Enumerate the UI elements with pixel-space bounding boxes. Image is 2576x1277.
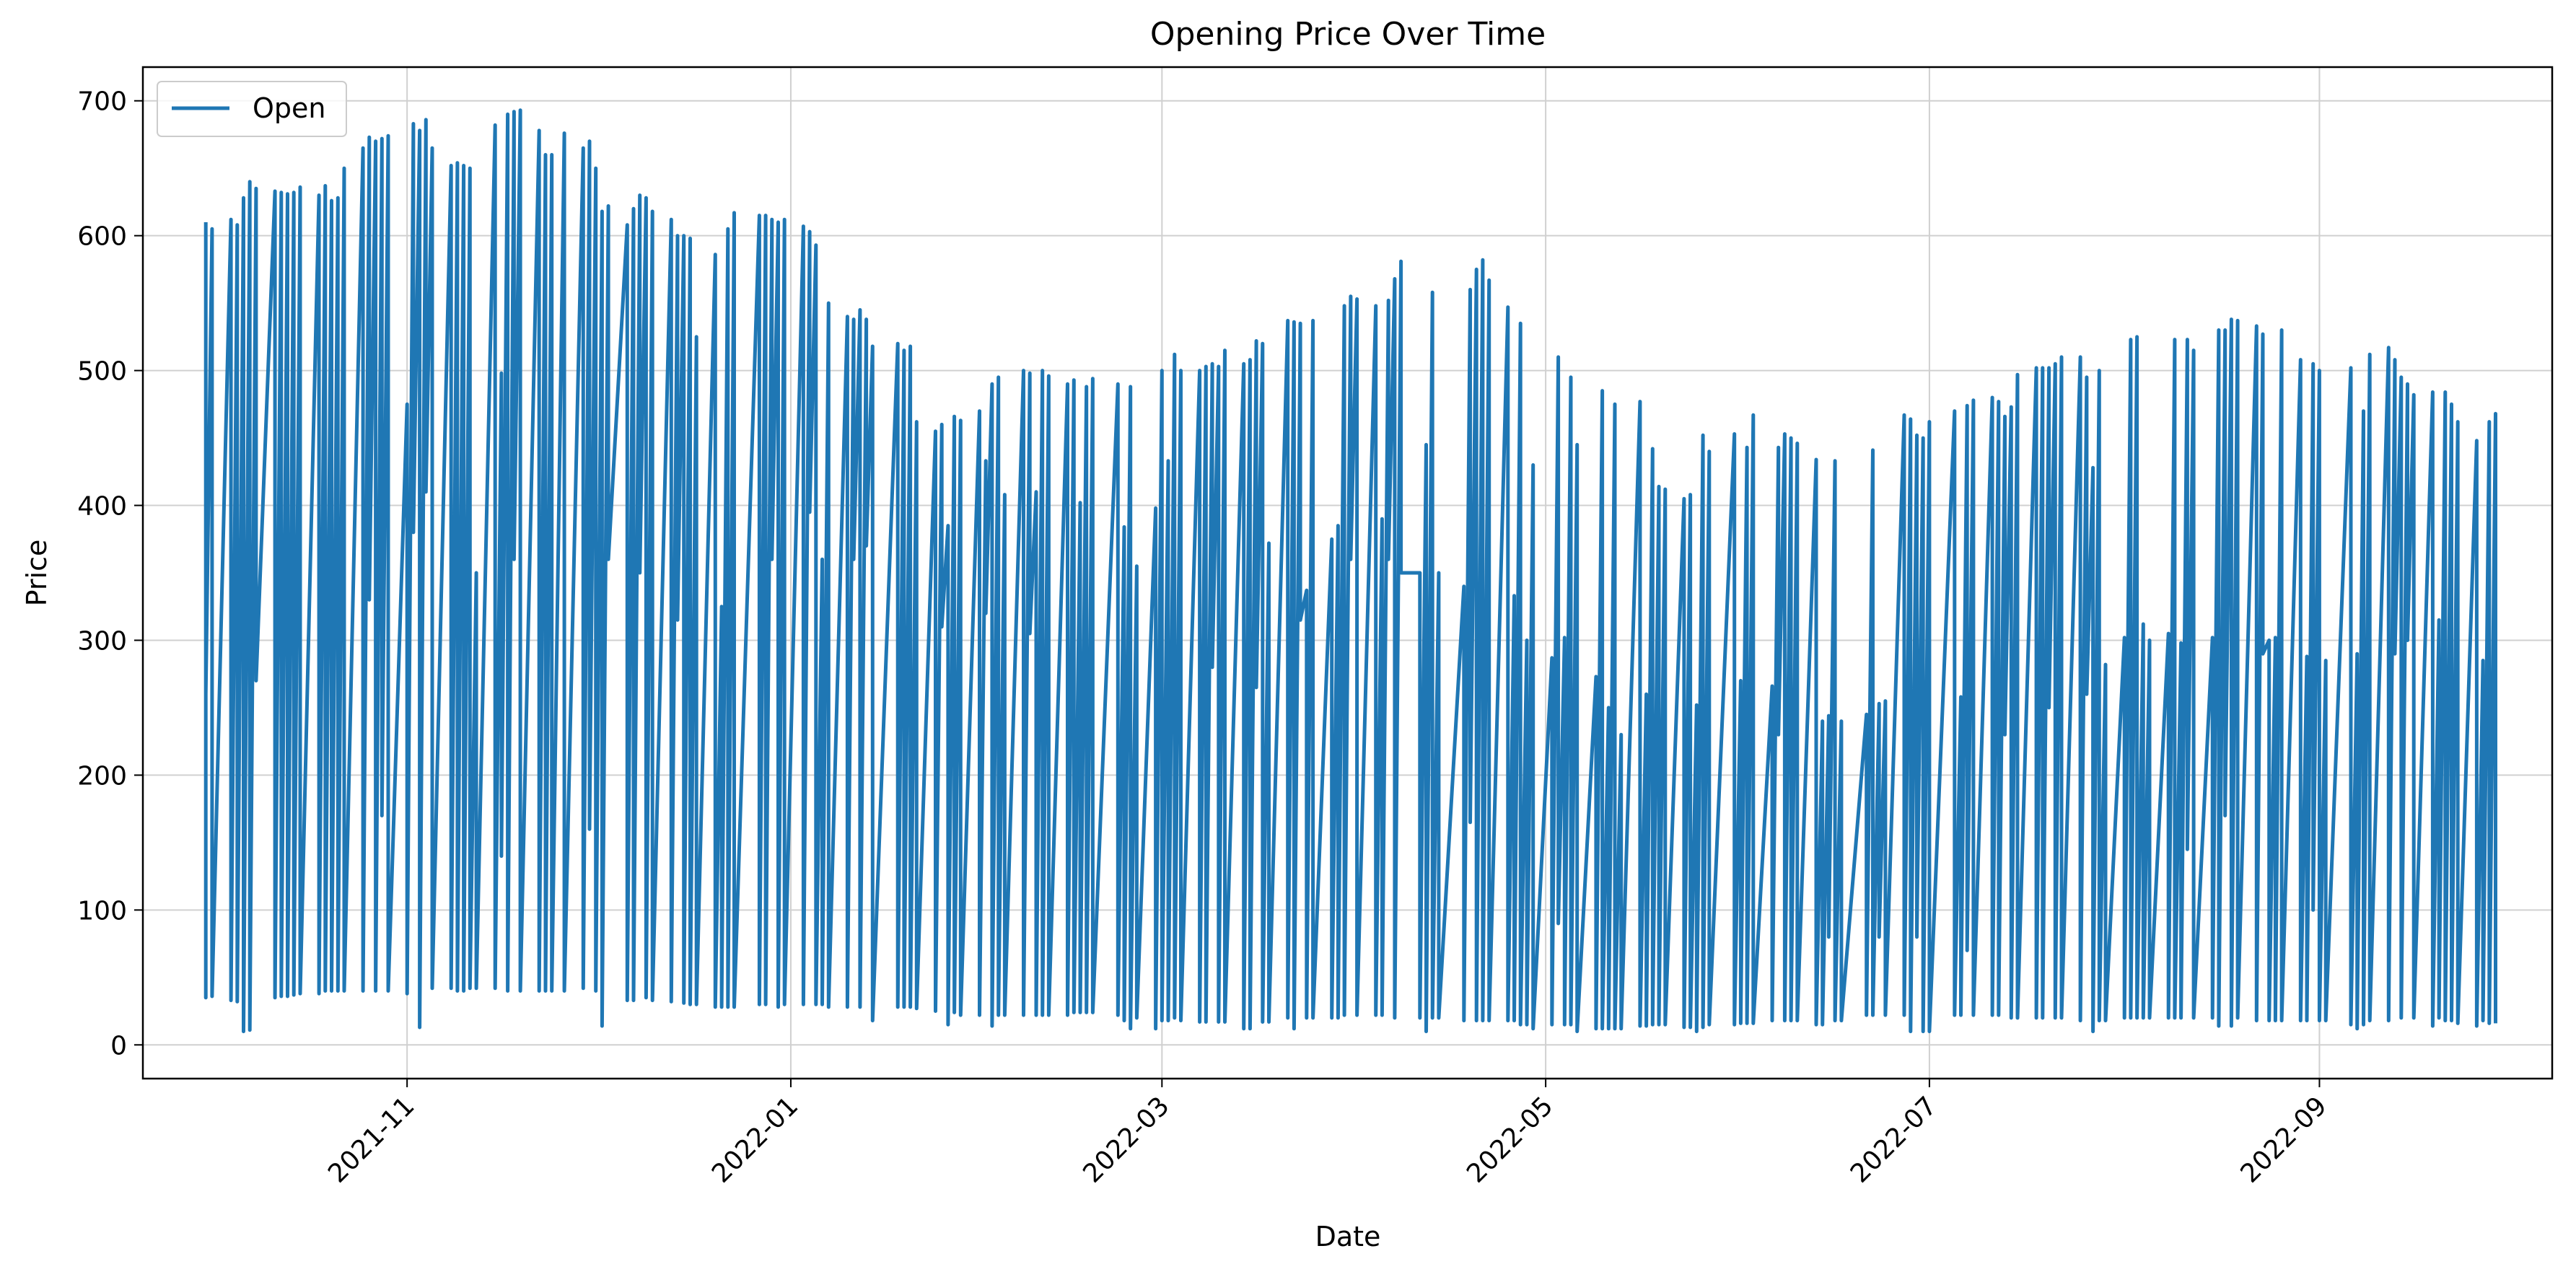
y-tick-label: 200 [77, 761, 127, 791]
legend-box [157, 81, 347, 137]
x-tick-label: 2021-11 [323, 1091, 420, 1188]
y-tick-label: 600 [77, 222, 127, 252]
chart-title: Opening Price Over Time [1150, 16, 1546, 53]
legend: Open [157, 81, 347, 137]
y-tick-label: 500 [77, 357, 127, 387]
x-tick-label: 2022-07 [1845, 1091, 1942, 1188]
x-axis-label: Date [1315, 1221, 1381, 1252]
x-axis-ticks: 2021-11 2022-01 2022-03 2022-05 2022-07 2022-… [323, 1079, 2333, 1189]
legend-label-open: Open [253, 92, 326, 124]
y-tick-label: 700 [77, 87, 127, 117]
y-axis-label: Price [21, 540, 53, 607]
x-tick-label: 2022-09 [2235, 1091, 2332, 1188]
y-tick-label: 400 [77, 492, 127, 522]
plot-area [203, 108, 2497, 1034]
y-axis-ticks: 0 100 200 300 400 500 600 700 [77, 87, 143, 1061]
x-tick-label: 2022-01 [706, 1091, 804, 1188]
y-tick-label: 300 [77, 626, 127, 656]
y-tick-label: 100 [77, 896, 127, 926]
plot-frame [141, 66, 2554, 1080]
x-tick-label: 2022-05 [1461, 1091, 1559, 1188]
x-tick-label: 2022-03 [1077, 1091, 1175, 1188]
series-line-open [203, 108, 2497, 1034]
y-tick-label: 0 [110, 1031, 127, 1061]
